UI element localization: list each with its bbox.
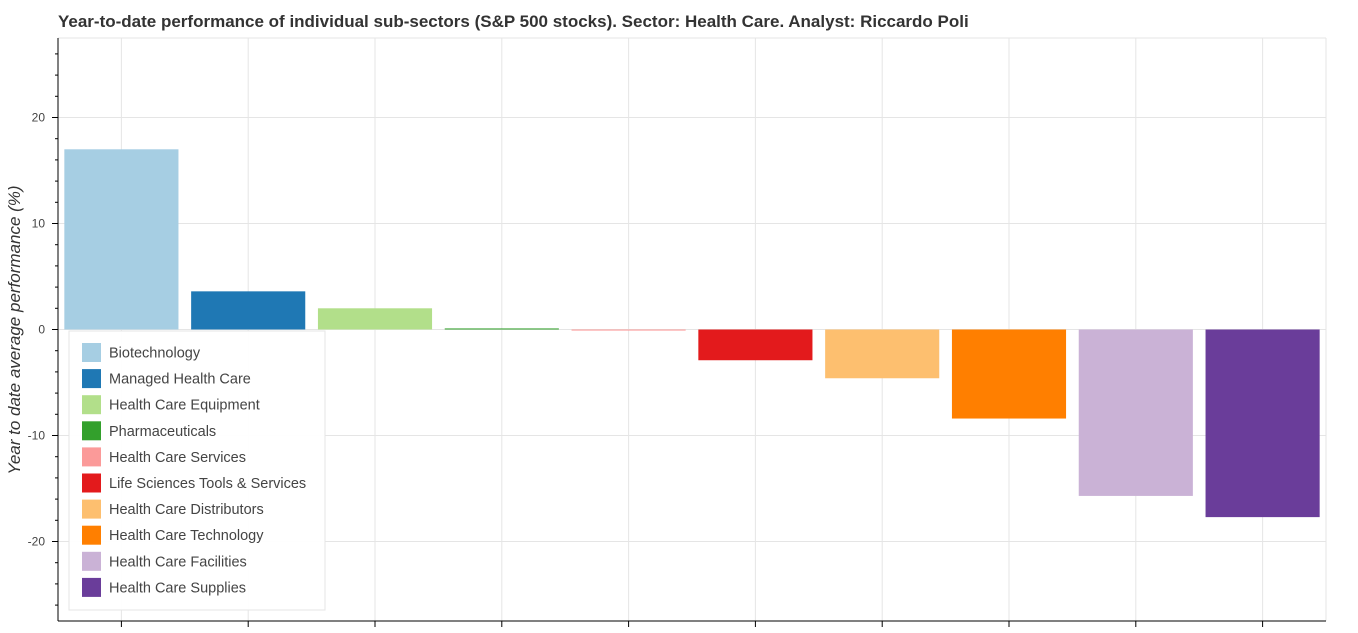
bar-health-care-services: [571, 329, 686, 331]
y-axis-label: Year to date average performance (%): [5, 185, 24, 474]
legend-label: Health Care Distributors: [109, 502, 264, 518]
bar-biotechnology: [64, 149, 179, 330]
y-tick-label: -10: [28, 429, 46, 443]
bar-pharmaceuticals: [444, 328, 559, 330]
legend-swatch: [82, 343, 101, 362]
bar-health-care-distributors: [825, 329, 940, 379]
y-ticks: -20 -10 0 10 20: [28, 53, 58, 606]
bar-managed-health-care: [191, 291, 306, 330]
legend-label: Life Sciences Tools & Services: [109, 476, 306, 492]
legend-label: Biotechnology: [109, 346, 201, 362]
legend-label: Pharmaceuticals: [109, 424, 216, 440]
y-tick-label: 10: [32, 217, 46, 231]
y-tick-label: -20: [28, 535, 46, 549]
bar-health-care-technology: [951, 329, 1067, 419]
chart-title: Year-to-date performance of individual s…: [58, 12, 969, 31]
legend: Biotechnology Managed Health Care Health C…: [68, 330, 326, 611]
legend-swatch: [82, 525, 101, 545]
legend-swatch: [82, 369, 101, 389]
legend-label: Health Care Facilities: [109, 554, 247, 570]
x-ticks: [120, 621, 1264, 627]
legend-swatch: [82, 577, 101, 597]
legend-box: [68, 330, 326, 611]
legend-swatch: [82, 421, 101, 441]
bar-health-care-facilities: [1078, 329, 1193, 496]
legend-label: Health Care Supplies: [109, 580, 246, 596]
bar-health-care-supplies: [1205, 329, 1320, 518]
legend-label: Managed Health Care: [109, 372, 251, 388]
legend-swatch: [82, 551, 101, 571]
bar-health-care-equipment: [317, 308, 433, 330]
bars: [64, 149, 1320, 518]
legend-label: Health Care Services: [109, 450, 246, 466]
legend-swatch: [82, 499, 101, 519]
legend-swatch: [82, 395, 101, 415]
bar-life-sciences-tools-services: [698, 329, 813, 361]
legend-swatch: [82, 447, 101, 467]
legend-label: Health Care Equipment: [109, 398, 260, 414]
y-tick-label: 20: [32, 111, 46, 125]
legend-swatch: [82, 473, 101, 493]
y-tick-label: 0: [38, 323, 45, 337]
legend-label: Health Care Technology: [109, 528, 264, 544]
